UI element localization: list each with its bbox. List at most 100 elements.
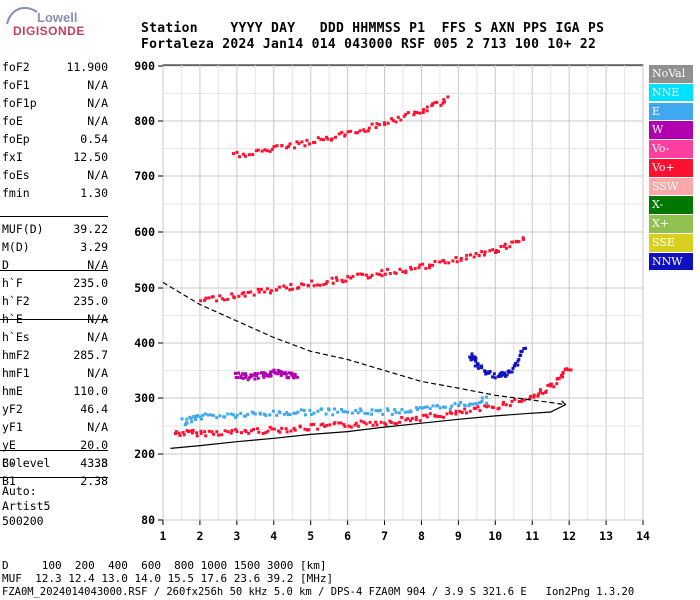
echo-point bbox=[435, 100, 439, 104]
echo-point bbox=[271, 409, 275, 413]
param-name: foF1 bbox=[2, 78, 30, 92]
echo-point bbox=[276, 368, 280, 372]
echo-point bbox=[421, 406, 424, 410]
echo-point bbox=[302, 283, 305, 287]
echo-point bbox=[252, 293, 256, 297]
echo-point bbox=[480, 400, 484, 403]
echo-point bbox=[498, 373, 502, 377]
echo-point bbox=[246, 412, 250, 416]
echo-point bbox=[486, 404, 490, 408]
echo-point bbox=[510, 399, 514, 403]
echo-point bbox=[326, 137, 330, 141]
echo-point bbox=[308, 142, 311, 146]
echo-point bbox=[263, 148, 267, 152]
echo-point bbox=[261, 431, 265, 435]
echo-point bbox=[333, 421, 337, 425]
echo-point bbox=[290, 371, 294, 375]
echo-point bbox=[397, 411, 401, 415]
echo-point bbox=[229, 412, 233, 416]
echo-point bbox=[340, 278, 344, 282]
x-tick-label: 6 bbox=[344, 529, 351, 543]
echo-point bbox=[457, 403, 461, 407]
echo-point bbox=[468, 402, 472, 406]
echo-point bbox=[358, 129, 362, 133]
param-value: N/A bbox=[87, 420, 108, 434]
echo-point bbox=[275, 288, 278, 292]
echo-point bbox=[190, 431, 194, 435]
echo-point bbox=[354, 131, 358, 135]
echo-point bbox=[521, 398, 524, 402]
echo-point bbox=[522, 237, 525, 241]
echo-point bbox=[303, 413, 307, 417]
echo-point bbox=[264, 431, 268, 434]
param-name: foF2 bbox=[2, 60, 30, 74]
echo-point bbox=[220, 433, 224, 437]
echo-point bbox=[325, 135, 328, 139]
echo-point bbox=[241, 152, 245, 156]
echo-point bbox=[378, 123, 381, 127]
echo-point bbox=[339, 421, 343, 425]
echo-point bbox=[187, 430, 190, 433]
echo-point bbox=[472, 255, 476, 259]
echo-point bbox=[244, 372, 248, 376]
echo-point bbox=[378, 408, 382, 412]
echo-point bbox=[290, 373, 294, 377]
echo-point bbox=[189, 429, 193, 433]
echo-point bbox=[508, 404, 512, 408]
echo-point bbox=[330, 137, 334, 141]
echo-point bbox=[328, 423, 332, 427]
echo-point bbox=[483, 370, 487, 373]
param-row: fmin 1.30 bbox=[2, 186, 108, 204]
y-tick-label: 700 bbox=[134, 169, 155, 183]
echo-point bbox=[285, 286, 288, 290]
echo-point bbox=[210, 430, 214, 434]
param-separator bbox=[0, 270, 108, 271]
echo-point bbox=[404, 112, 408, 116]
echo-point bbox=[491, 375, 495, 379]
y-tick-label: 900 bbox=[134, 59, 155, 73]
echo-point bbox=[244, 374, 248, 378]
echo-point bbox=[442, 405, 445, 409]
echo-point bbox=[386, 267, 389, 271]
x-tick-label: 10 bbox=[488, 529, 502, 543]
echo-point bbox=[251, 153, 255, 157]
echo-point bbox=[465, 411, 468, 415]
echo-point bbox=[422, 108, 426, 112]
echo-point bbox=[278, 369, 282, 373]
echo-point bbox=[364, 273, 368, 277]
echo-point bbox=[439, 103, 443, 107]
echo-point bbox=[442, 98, 446, 102]
echo-point bbox=[270, 147, 274, 151]
echo-point bbox=[316, 136, 320, 140]
echo-point bbox=[312, 284, 316, 288]
echo-point bbox=[380, 274, 384, 278]
echo-point bbox=[193, 418, 197, 421]
echo-point bbox=[470, 352, 474, 356]
echo-point bbox=[189, 417, 193, 421]
echo-point bbox=[421, 111, 425, 114]
param-row: foE N/A bbox=[2, 114, 108, 132]
echo-point bbox=[446, 95, 450, 99]
x-tick-label: 14 bbox=[636, 529, 650, 543]
echo-point bbox=[520, 349, 524, 353]
echo-point bbox=[285, 146, 289, 150]
echo-point bbox=[307, 284, 310, 288]
echo-point bbox=[293, 372, 297, 376]
echo-point bbox=[215, 416, 219, 420]
echo-point bbox=[279, 373, 283, 377]
echo-point bbox=[541, 391, 545, 395]
echo-point bbox=[485, 401, 489, 405]
param-row: yE 20.0 bbox=[2, 438, 108, 456]
echo-point bbox=[491, 406, 495, 409]
echo-point bbox=[454, 256, 458, 259]
echo-point bbox=[278, 430, 282, 434]
echo-point bbox=[312, 411, 316, 415]
echo-point bbox=[302, 409, 306, 413]
echo-point bbox=[226, 412, 230, 416]
echo-point bbox=[368, 275, 372, 279]
echo-point bbox=[238, 155, 241, 159]
echo-point bbox=[292, 426, 296, 430]
echo-point bbox=[292, 411, 296, 415]
x-tick-label: 13 bbox=[599, 529, 613, 543]
echo-point bbox=[320, 407, 324, 411]
